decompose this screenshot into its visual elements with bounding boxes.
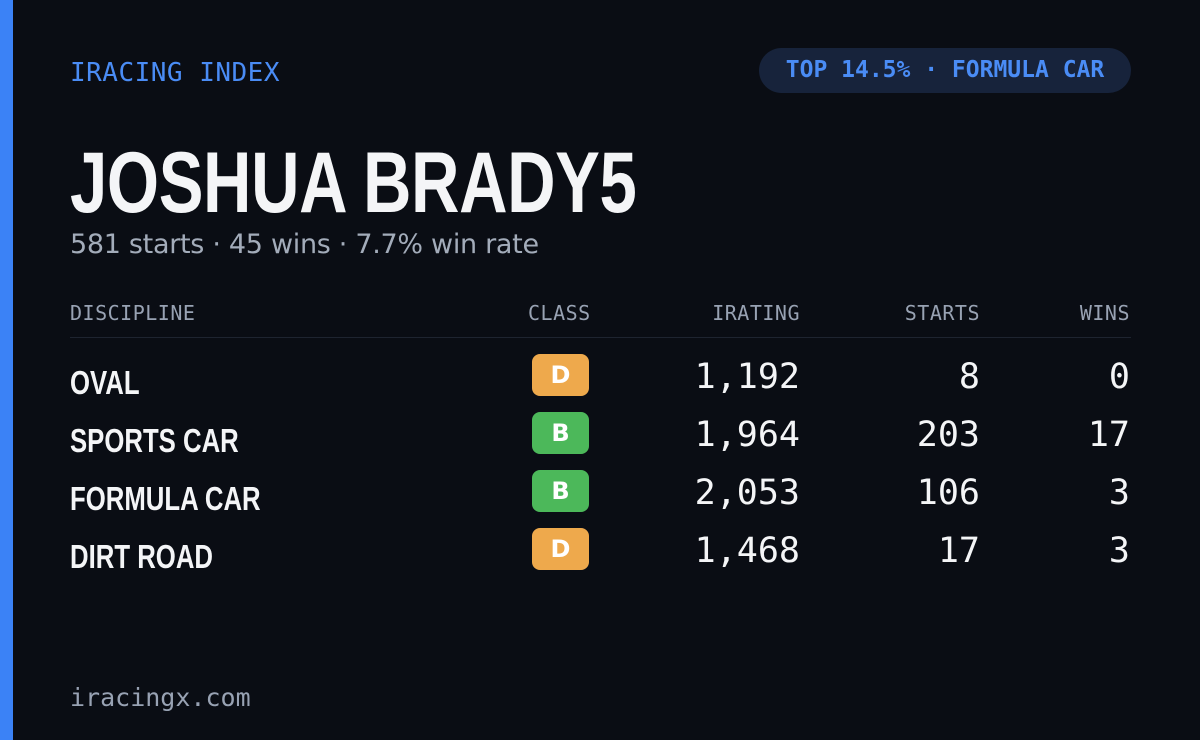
- table-row: OVAL D 1,192 8 0: [70, 354, 1131, 412]
- table-row: FORMULA CAR B 2,053 106 3: [70, 470, 1131, 528]
- license-class-badge: B: [532, 470, 589, 512]
- discipline-label: DIRT ROAD: [70, 538, 213, 575]
- table-row: SPORTS CAR B 1,964 203 17: [70, 412, 1131, 470]
- wins-value: 3: [1108, 473, 1130, 513]
- column-header-wins: WINS: [1079, 301, 1130, 325]
- wins-value: 3: [1108, 531, 1130, 571]
- license-class-badge: D: [532, 354, 589, 396]
- license-class-badge: D: [532, 528, 589, 570]
- column-header-discipline: DISCIPLINE: [70, 301, 196, 325]
- starts-value: 8: [958, 357, 980, 397]
- table-row: DIRT ROAD D 1,468 17 3: [70, 528, 1131, 586]
- license-class-badge: B: [532, 412, 589, 454]
- irating-value: 2,053: [694, 473, 800, 513]
- discipline-label: FORMULA CAR: [70, 480, 261, 517]
- starts-value: 106: [916, 473, 980, 513]
- table-header: DISCIPLINE CLASS IRATING STARTS WINS: [70, 300, 1131, 338]
- career-summary: 581 starts · 45 wins · 7.7% win rate: [70, 229, 539, 260]
- wins-value: 17: [1087, 415, 1130, 455]
- site-url: iracingx.com: [70, 683, 251, 712]
- column-header-irating: IRATING: [712, 301, 800, 325]
- accent-bar: [0, 0, 13, 740]
- wins-value: 0: [1108, 357, 1130, 397]
- irating-value: 1,468: [694, 531, 800, 571]
- irating-value: 1,964: [694, 415, 800, 455]
- discipline-label: SPORTS CAR: [70, 422, 239, 459]
- irating-value: 1,192: [694, 357, 800, 397]
- starts-value: 17: [937, 531, 980, 571]
- column-header-class: CLASS: [528, 301, 591, 325]
- ranking-badge: TOP 14.5% · FORMULA CAR: [759, 48, 1131, 93]
- player-name: JOSHUA BRADY5: [70, 135, 637, 231]
- discipline-label: OVAL: [70, 364, 140, 401]
- column-header-starts: STARTS: [904, 301, 980, 325]
- brand-title: IRACING INDEX: [70, 58, 280, 88]
- starts-value: 203: [916, 415, 980, 455]
